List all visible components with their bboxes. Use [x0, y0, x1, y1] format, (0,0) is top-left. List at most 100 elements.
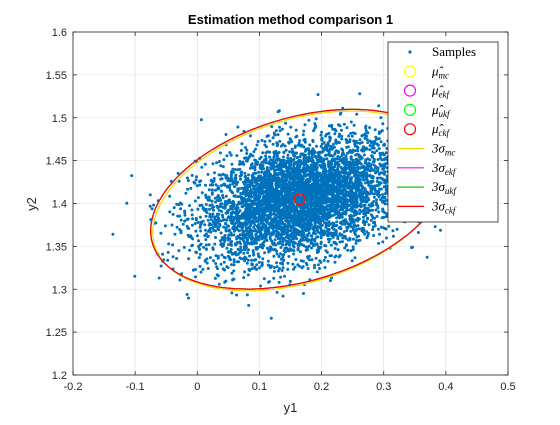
- sample-point: [265, 236, 268, 239]
- sample-point: [188, 204, 191, 207]
- sample-point: [366, 217, 369, 220]
- sample-point: [289, 178, 292, 181]
- sample-point: [279, 276, 282, 279]
- sample-point: [322, 184, 325, 187]
- sample-point: [311, 238, 314, 241]
- sample-point: [270, 181, 273, 184]
- sample-point: [210, 183, 213, 186]
- sample-point: [222, 219, 225, 222]
- sample-point: [354, 203, 357, 206]
- sample-point: [168, 210, 171, 213]
- sample-point: [411, 246, 414, 249]
- sample-point: [333, 256, 336, 259]
- sample-point: [264, 202, 267, 205]
- sample-point: [283, 275, 286, 278]
- sample-point: [225, 212, 228, 215]
- sample-point: [152, 204, 155, 207]
- sample-point: [239, 192, 242, 195]
- sample-point: [350, 155, 353, 158]
- sample-point: [353, 210, 356, 213]
- sample-point: [310, 247, 313, 250]
- sample-point: [191, 174, 194, 177]
- sample-point: [321, 180, 324, 183]
- sample-point: [359, 138, 362, 141]
- sample-point: [257, 140, 260, 143]
- sample-point: [260, 171, 263, 174]
- sample-point: [263, 234, 266, 237]
- sample-point: [260, 183, 263, 186]
- sample-point: [212, 226, 215, 229]
- sample-point: [312, 149, 315, 152]
- sample-point: [298, 233, 301, 236]
- sample-point: [213, 180, 216, 183]
- sample-point: [337, 164, 340, 167]
- sample-point: [204, 163, 207, 166]
- sample-point: [254, 166, 257, 169]
- sample-point: [267, 171, 270, 174]
- sample-point: [230, 190, 233, 193]
- sample-point: [333, 132, 336, 135]
- sample-point: [201, 268, 204, 271]
- sample-point: [238, 256, 241, 259]
- sample-point: [248, 242, 251, 245]
- sample-point: [332, 234, 335, 237]
- sample-point: [317, 245, 320, 248]
- sample-point: [196, 234, 199, 237]
- sample-point: [377, 211, 380, 214]
- sample-point: [306, 248, 309, 251]
- sample-point: [297, 244, 300, 247]
- sample-point: [277, 223, 280, 226]
- sample-point: [250, 179, 253, 182]
- sample-point: [233, 260, 236, 263]
- sample-point: [305, 167, 308, 170]
- sample-point: [341, 178, 344, 181]
- sample-point: [237, 168, 240, 171]
- sample-point: [214, 197, 217, 200]
- sample-point: [264, 161, 267, 164]
- sample-point: [296, 209, 299, 212]
- sample-point: [212, 259, 215, 262]
- sample-point: [319, 224, 322, 227]
- sample-point: [205, 211, 208, 214]
- sample-point: [335, 197, 338, 200]
- sample-point: [350, 121, 353, 124]
- sample-point: [350, 207, 353, 210]
- sample-point: [250, 201, 253, 204]
- sample-point: [355, 228, 358, 231]
- sample-point: [314, 124, 317, 127]
- sample-point: [237, 223, 240, 226]
- sample-point: [239, 195, 242, 198]
- sample-point: [337, 182, 340, 185]
- sample-point: [159, 232, 162, 235]
- sample-point: [272, 178, 275, 181]
- sample-point: [269, 175, 272, 178]
- sample-point: [216, 267, 219, 270]
- sample-point: [200, 166, 203, 169]
- sample-point: [322, 160, 325, 163]
- sample-point: [273, 270, 276, 273]
- sample-point: [267, 248, 270, 251]
- sample-point: [302, 152, 305, 155]
- sample-point: [379, 130, 382, 133]
- sample-point: [270, 317, 273, 320]
- sample-point: [263, 191, 266, 194]
- sample-point: [367, 207, 370, 210]
- sample-point: [310, 202, 313, 205]
- sample-point: [354, 149, 357, 152]
- sample-point: [245, 199, 248, 202]
- sample-point: [303, 235, 306, 238]
- sample-point: [350, 162, 353, 165]
- sample-point: [244, 146, 247, 149]
- sample-point: [349, 177, 352, 180]
- sample-point: [273, 169, 276, 172]
- sample-point: [294, 145, 297, 148]
- sample-point: [282, 231, 285, 234]
- sample-point: [158, 277, 161, 280]
- sample-point: [265, 159, 268, 162]
- sample-point: [358, 192, 361, 195]
- sample-point: [208, 243, 211, 246]
- sample-point: [281, 263, 284, 266]
- sample-point: [341, 149, 344, 152]
- sample-point: [344, 237, 347, 240]
